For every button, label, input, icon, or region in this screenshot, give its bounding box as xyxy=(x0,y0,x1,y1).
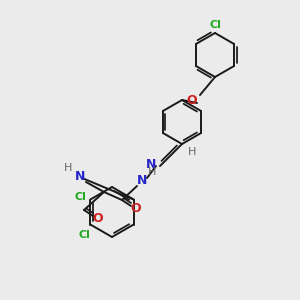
Text: Cl: Cl xyxy=(74,193,86,202)
Text: H: H xyxy=(148,167,156,177)
Text: Cl: Cl xyxy=(209,20,221,30)
Text: H: H xyxy=(64,163,72,173)
Text: Cl: Cl xyxy=(78,230,90,239)
Text: O: O xyxy=(187,94,197,107)
Text: O: O xyxy=(131,202,141,214)
Text: N: N xyxy=(137,173,147,187)
Text: N: N xyxy=(146,158,156,172)
Text: N: N xyxy=(75,169,85,182)
Text: H: H xyxy=(188,147,196,157)
Text: O: O xyxy=(93,212,103,224)
